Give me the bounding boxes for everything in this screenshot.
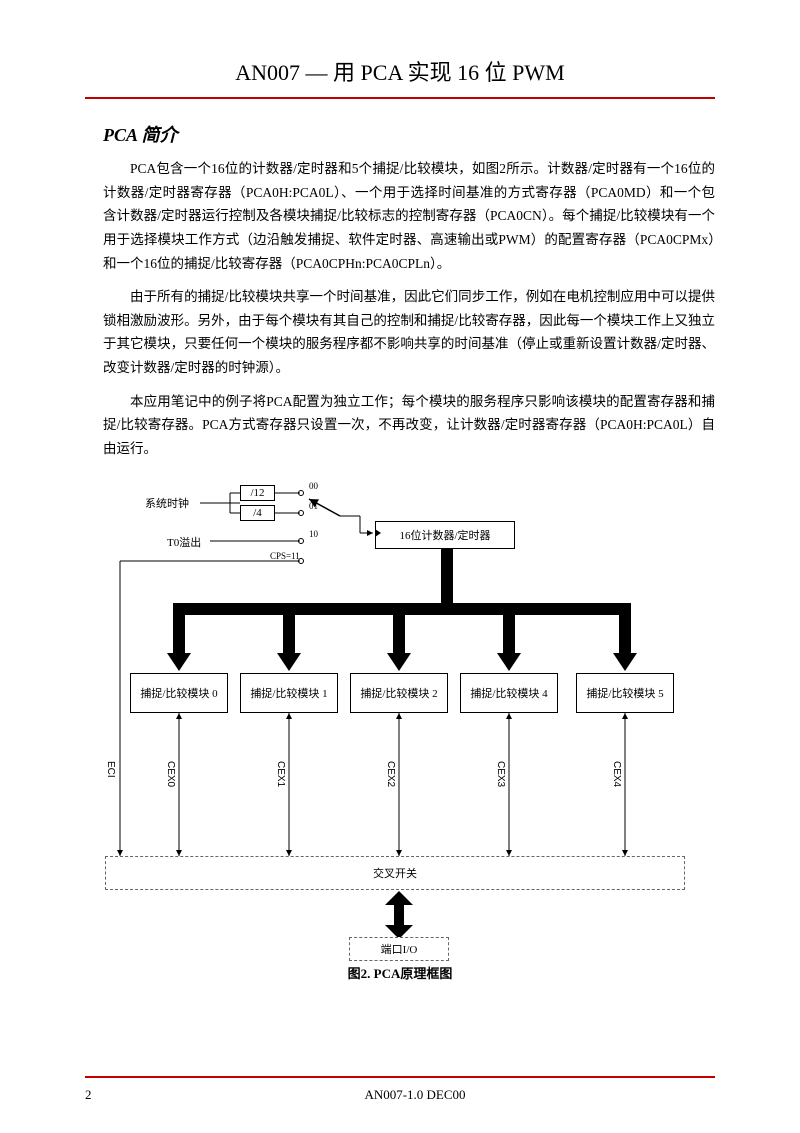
label-mux-01: 01 <box>309 501 318 511</box>
page-footer: 2 AN007-1.0 DEC00 <box>85 1087 715 1103</box>
box-module-4: 捕捉/比较模块 4 <box>460 673 558 713</box>
paragraph-2: 由于所有的捕捉/比较模块共享一个时间基准，因此它们同步工作，例如在电机控制应用中… <box>103 285 715 380</box>
paragraph-1: PCA包含一个16位的计数器/定时器和5个捕捉/比较模块，如图2所示。计数器/定… <box>103 157 715 275</box>
diagram-svg <box>105 481 695 981</box>
figure-2-diagram: 系统时钟 /12 /4 00 01 10 CPS=11 T0溢出 16位计数器/… <box>105 481 695 981</box>
paragraph-3: 本应用笔记中的例子将PCA配置为独立工作；每个模块的服务程序只影响该模块的配置寄… <box>103 390 715 461</box>
box-module-5: 捕捉/比较模块 5 <box>576 673 674 713</box>
page-content: AN007 — 用 PCA 实现 16 位 PWM PCA 简介 PCA包含一个… <box>0 0 800 981</box>
label-system-clock: 系统时钟 <box>145 495 189 511</box>
counter-timer-text: 16位计数器/定时器 <box>399 527 490 543</box>
label-cex4: CEX4 <box>611 761 622 787</box>
label-cex3: CEX3 <box>495 761 506 787</box>
box-module-1: 捕捉/比较模块 1 <box>240 673 338 713</box>
label-cex2: CEX2 <box>385 761 396 787</box>
box-div12: /12 <box>240 485 275 501</box>
label-mux-00: 00 <box>309 481 318 491</box>
footer-rule <box>85 1076 715 1078</box>
title-rule <box>85 97 715 99</box>
clock-input-triangle <box>375 529 381 537</box>
box-port-io: 端口I/O <box>349 937 449 961</box>
box-crossbar: 交叉开关 <box>105 856 685 890</box>
document-title: AN007 — 用 PCA 实现 16 位 PWM <box>85 55 715 87</box>
label-cps: CPS=11 <box>270 551 300 561</box>
box-counter-timer: 16位计数器/定时器 <box>375 521 515 549</box>
label-t0-overflow: T0溢出 <box>167 534 201 550</box>
label-cex0: CEX0 <box>165 761 176 787</box>
section-heading: PCA 简介 <box>103 121 715 147</box>
label-mux-10: 10 <box>309 529 318 539</box>
figure-caption: 图2. PCA原理框图 <box>105 963 695 982</box>
box-module-2: 捕捉/比较模块 2 <box>350 673 448 713</box>
footer-doc-id: AN007-1.0 DEC00 <box>115 1087 715 1103</box>
box-module-0: 捕捉/比较模块 0 <box>130 673 228 713</box>
label-cex1: CEX1 <box>275 761 286 787</box>
box-div4: /4 <box>240 505 275 521</box>
page-number: 2 <box>85 1087 115 1103</box>
label-eci: ECI <box>105 761 116 778</box>
